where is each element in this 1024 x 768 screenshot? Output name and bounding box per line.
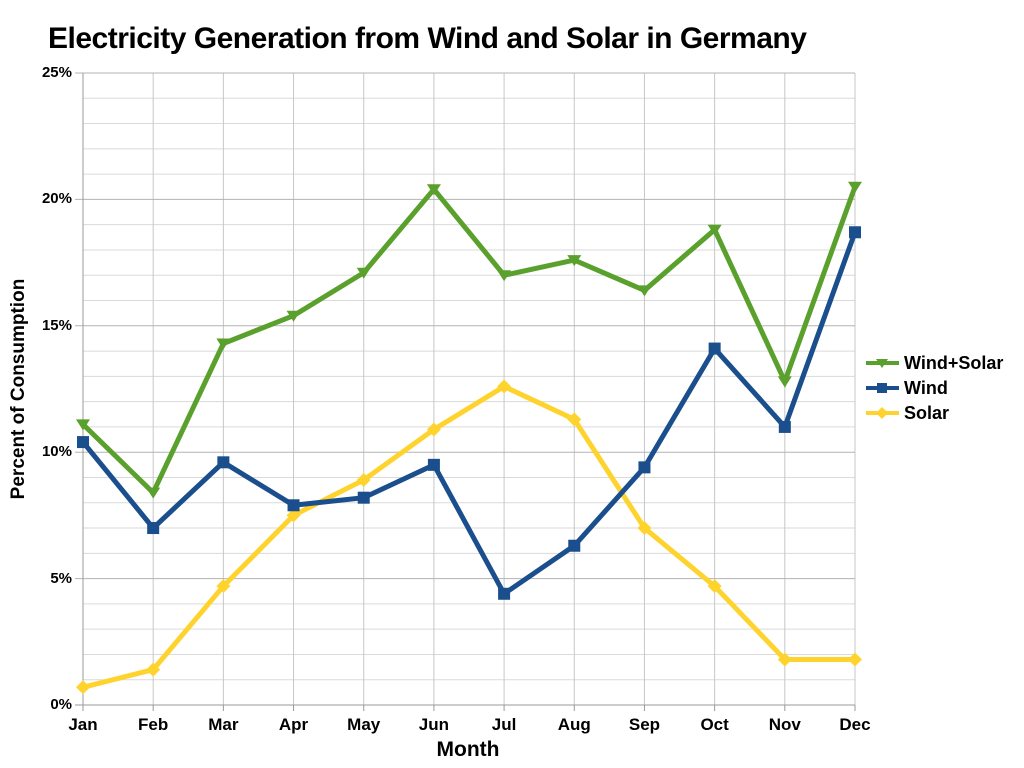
data-point-wind — [287, 499, 300, 512]
x-tick-label: Dec — [839, 715, 871, 734]
x-tick-label: Jan — [68, 715, 98, 734]
x-tick-label: Jul — [491, 715, 517, 734]
y-tick-label: 20% — [41, 190, 72, 208]
data-point-solar — [777, 652, 792, 667]
x-tick-label: Jun — [418, 715, 450, 734]
data-point-wind-solar — [426, 184, 441, 196]
y-axis-title: Percent of Consumption — [8, 278, 29, 500]
legend-diamond-icon — [866, 407, 899, 419]
data-point-wind — [147, 522, 160, 535]
x-tick-label: Aug — [557, 715, 591, 734]
x-tick-label: Sep — [628, 715, 661, 734]
data-point-solar — [146, 662, 161, 677]
legend-item: Wind+Solar — [865, 351, 1003, 375]
legend: Wind+Solar Wind Solar — [865, 351, 1003, 425]
chart-title: Electricity Generation from Wind and Sol… — [48, 22, 807, 55]
data-point-wind-solar — [637, 285, 652, 297]
data-point-solar — [567, 412, 582, 427]
data-point-wind — [427, 458, 440, 471]
x-tick-label: Feb — [138, 715, 169, 734]
data-point-wind — [778, 420, 791, 433]
legend-label: Solar — [904, 402, 950, 423]
legend-triangle-down-icon — [866, 359, 899, 368]
data-point-wind — [77, 436, 89, 449]
data-point-wind-solar — [216, 338, 231, 350]
x-tick-label: Oct — [700, 715, 729, 734]
series-line-solar — [82, 383, 855, 690]
x-axis-title: Month — [436, 738, 500, 761]
data-point-wind-solar — [848, 181, 862, 193]
legend-item: Solar — [865, 401, 1003, 425]
y-tick-label: 0% — [50, 696, 72, 713]
data-point-solar — [637, 521, 652, 536]
x-tick-label: May — [347, 715, 381, 734]
data-point-solar — [497, 379, 512, 394]
data-point-wind — [638, 461, 651, 474]
y-tick-label: 15% — [41, 316, 72, 334]
legend-item: Wind — [865, 376, 1003, 400]
x-tick-label: Nov — [768, 715, 801, 734]
data-point-solar — [426, 422, 441, 437]
data-point-wind-solar — [76, 419, 90, 431]
data-point-wind-solar — [497, 270, 512, 282]
data-point-wind-solar — [356, 267, 371, 279]
data-point-wind — [498, 587, 511, 600]
data-point-solar — [707, 579, 722, 594]
data-point-solar — [848, 652, 862, 667]
data-point-solar — [76, 680, 90, 695]
y-tick-label: 10% — [41, 443, 72, 461]
data-point-wind — [357, 491, 370, 504]
y-tick-label: 25% — [41, 64, 72, 81]
data-point-solar — [216, 579, 231, 594]
data-point-wind-solar — [567, 255, 582, 267]
data-point-wind — [568, 539, 581, 552]
legend-label: Wind — [904, 377, 948, 398]
data-point-wind-solar — [146, 487, 161, 499]
data-point-wind-solar — [777, 376, 792, 388]
data-point-wind-solar — [707, 224, 722, 236]
y-tick-label: 5% — [50, 569, 72, 587]
x-tick-label: Mar — [208, 715, 239, 734]
data-point-wind-solar — [286, 310, 301, 322]
legend-square-icon — [866, 383, 899, 393]
legend-label: Wind+Solar — [904, 352, 1004, 373]
series-line-wind — [81, 231, 858, 598]
data-point-wind — [217, 456, 230, 469]
data-point-solar — [356, 473, 371, 488]
data-point-wind — [708, 342, 721, 355]
x-tick-label: Apr — [278, 715, 309, 734]
data-point-wind — [849, 226, 861, 239]
data-point-solar — [286, 508, 301, 523]
series-line-wind-solar — [81, 185, 858, 497]
